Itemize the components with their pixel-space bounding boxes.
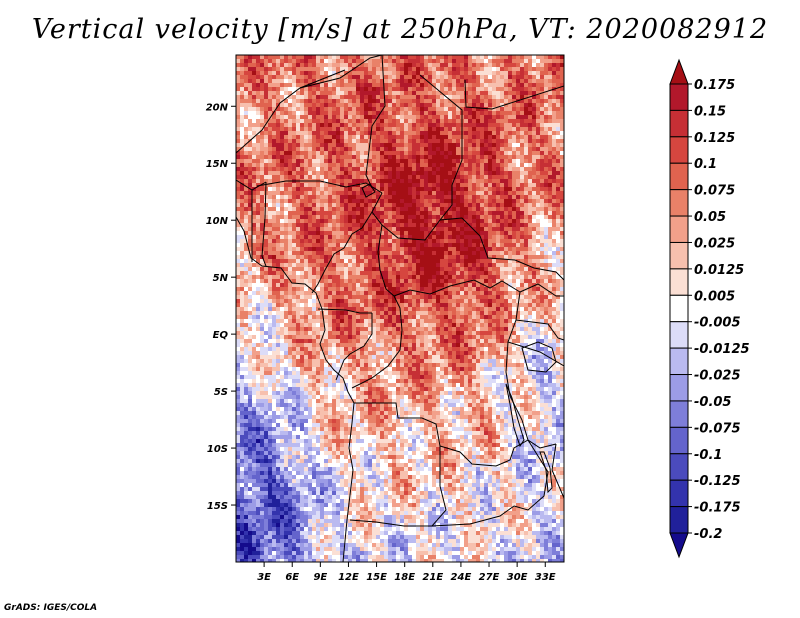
border-congo	[335, 313, 373, 381]
border-nigeria-cameroon	[311, 192, 383, 294]
lon-tick-label: 33E	[535, 572, 556, 583]
colorbar-label: -0.075	[694, 421, 741, 436]
colorbar-label: 0.125	[694, 131, 735, 146]
colorbar-label: 0.0125	[694, 263, 744, 278]
border-burkina	[236, 179, 267, 191]
colorbar-swatch	[669, 83, 689, 111]
colorbar-label: 0.175	[694, 78, 735, 93]
chart-title: Vertical velocity [m/s] at 250hPa, VT: 2…	[31, 14, 769, 45]
lon-tick-label: 18E	[394, 572, 415, 583]
border-libya-sudan	[419, 74, 463, 186]
lat-tick-label: 10N	[206, 216, 229, 227]
colorbar-max-arrow	[669, 58, 689, 85]
lake-chad	[361, 183, 376, 198]
lon-tick-label: 24E	[451, 572, 472, 583]
colorbar-swatch	[669, 109, 689, 138]
lon-tick-label: 27E	[479, 572, 500, 583]
lat-tick-label: 20N	[206, 102, 229, 113]
border-egypt	[464, 79, 564, 110]
border-drc-east	[505, 291, 557, 449]
lon-tick-label: 30E	[507, 572, 528, 583]
colorbar-label: 0.05	[694, 210, 726, 225]
grads-credit: GrADS: IGES/COLA	[4, 603, 98, 613]
border-mali-niger	[236, 69, 346, 154]
colorbar-label: -0.0125	[694, 342, 750, 357]
border-ethiopia	[519, 283, 564, 297]
colorbar-swatch	[669, 215, 689, 243]
colorbar-label: -0.1	[694, 448, 722, 463]
lat-tick-label: 15S	[207, 501, 228, 512]
colorbar-swatch	[669, 426, 689, 455]
border-car-cameroon	[377, 224, 395, 297]
colorbar-swatch	[669, 479, 689, 508]
colorbar-swatch	[669, 506, 689, 534]
lake-malawi	[539, 451, 553, 494]
colorbar-swatch	[669, 347, 689, 376]
colorbar-swatch	[669, 374, 689, 402]
lake-tanganyika	[505, 383, 525, 448]
colorbar-swatch	[669, 189, 689, 217]
colorbar: 0.175 0.15 0.125 0.1 0.075 0.05 0.025 0.0125 0.0…	[669, 58, 750, 559]
latitude-axis: 20N 15N 10N 5N EQ 5S 10S 15S	[206, 102, 236, 512]
border-nigeria-benin	[261, 181, 267, 267]
colorbar-swatch	[669, 453, 689, 481]
colorbar-swatch	[669, 268, 689, 296]
border-malawi	[551, 443, 564, 499]
border-libya-chad	[365, 55, 386, 189]
coastline-west	[236, 216, 355, 562]
lon-tick-label: 9E	[313, 572, 327, 583]
country-borders	[236, 55, 564, 562]
velocity-field	[236, 55, 564, 562]
lon-tick-label: 6E	[285, 572, 299, 583]
border-drc-angola	[354, 402, 529, 467]
colorbar-min-arrow	[669, 532, 689, 559]
colorbar-label: 0.005	[694, 289, 735, 304]
lon-tick-label: 12E	[338, 572, 359, 583]
map-frame	[235, 54, 565, 563]
lon-tick-label: 21E	[422, 572, 443, 583]
colorbar-swatch	[669, 162, 689, 191]
colorbar-swatch	[669, 321, 689, 349]
colorbar-label: 0.025	[694, 236, 735, 251]
colorbar-label: -0.2	[694, 527, 722, 542]
lat-tick-label: EQ	[213, 330, 229, 341]
lon-tick-label: 15E	[366, 572, 387, 583]
colorbar-label: 0.075	[694, 184, 735, 199]
lat-tick-label: 10S	[207, 444, 228, 455]
colorbar-label: 0.15	[694, 104, 726, 119]
colorbar-label: 0.1	[694, 157, 717, 172]
lat-tick-label: 5S	[214, 387, 228, 398]
border-niger-algeria	[299, 55, 383, 89]
colorbar-label: -0.175	[694, 501, 741, 516]
colorbar-label: -0.005	[694, 316, 741, 331]
lon-tick-label: 3E	[257, 572, 271, 583]
lat-tick-label: 5N	[213, 273, 229, 284]
border-congo-drc	[351, 295, 403, 389]
lat-tick-label: 15N	[206, 159, 229, 170]
colorbar-swatch	[669, 294, 689, 323]
longitude-axis: 3E 6E 9E 12E 15E 18E 21E 24E 27E 30E 33E	[257, 562, 556, 583]
colorbar-swatch	[669, 400, 689, 428]
colorbar-label: -0.05	[694, 395, 731, 410]
border-sudan-ss	[439, 217, 564, 281]
colorbar-label: -0.025	[694, 369, 741, 384]
border-zambia-east	[513, 439, 549, 511]
border-cameroon-gabon	[317, 308, 372, 314]
border-uganda-kenya	[515, 319, 564, 341]
lake-victoria	[521, 341, 557, 373]
border-namibia	[431, 505, 515, 527]
border-car-drc	[393, 279, 521, 297]
colorbar-swatch	[669, 241, 689, 270]
colorbar-swatch	[669, 136, 689, 164]
colorbar-label: -0.125	[694, 474, 741, 489]
